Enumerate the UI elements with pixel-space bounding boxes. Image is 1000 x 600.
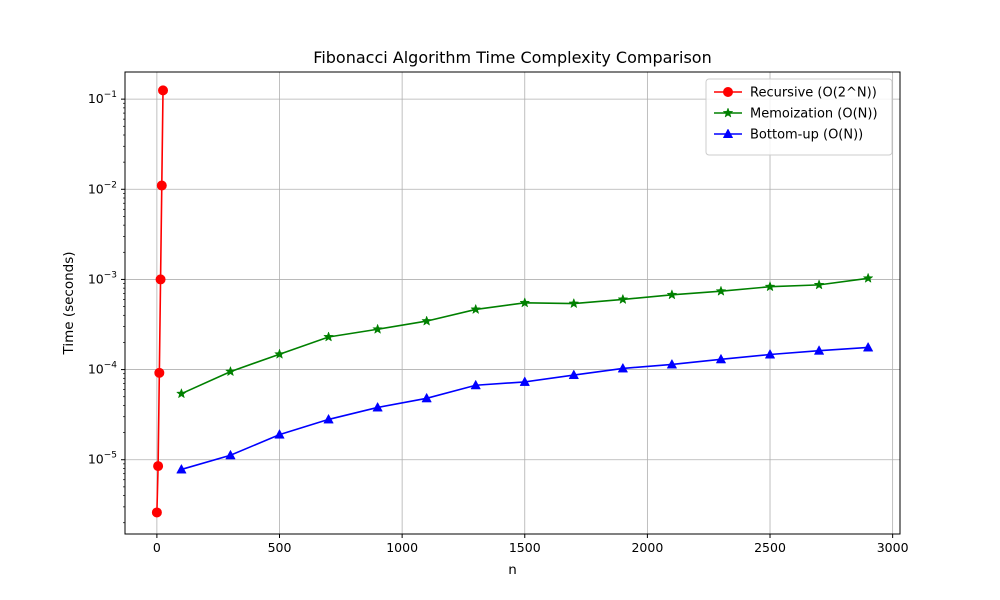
- data-point: [158, 85, 169, 96]
- legend-label: Bottom-up (O(N)): [750, 128, 863, 143]
- series-circle: [151, 85, 169, 518]
- data-point: [470, 303, 482, 315]
- data-point: [175, 387, 187, 399]
- data-point: [156, 180, 167, 191]
- data-point: [225, 449, 236, 460]
- data-point: [568, 297, 580, 309]
- data-point: [372, 323, 384, 334]
- data-point: [323, 331, 334, 342]
- legend-item: Recursive (O(2^N)): [714, 86, 877, 101]
- data-point: [666, 289, 678, 300]
- y-tick-label: 10−1: [88, 90, 117, 106]
- data-point: [154, 367, 165, 378]
- plot-frame: [124, 71, 901, 535]
- x-tick-label: 500: [268, 540, 292, 555]
- series-line: [156, 90, 164, 513]
- grid: [125, 72, 900, 534]
- data-point: [470, 379, 481, 390]
- x-tick-label: 2500: [754, 540, 786, 555]
- data-point: [666, 358, 678, 369]
- x-tick-label: 1500: [509, 540, 541, 555]
- legend-swatch-marker: [722, 128, 734, 138]
- y-tick-label: 10−3: [88, 270, 117, 286]
- y-tick-label: 10−4: [88, 361, 117, 377]
- data-point: [274, 348, 285, 359]
- x-tick-label: 3000: [877, 540, 909, 555]
- legend-swatch-marker: [723, 87, 733, 97]
- data-point: [764, 281, 776, 292]
- x-tick-label: 1000: [386, 540, 418, 555]
- data-point: [421, 392, 432, 403]
- y-tick-label: 10−2: [88, 180, 117, 196]
- data-point: [153, 461, 164, 472]
- data-point: [274, 429, 285, 439]
- data-point: [519, 297, 531, 308]
- series-layer: [151, 85, 874, 518]
- series-triangle: [176, 341, 874, 474]
- data-point: [715, 353, 727, 364]
- data-point: [225, 365, 236, 377]
- data-point: [862, 341, 874, 352]
- legend-swatch-marker: [722, 107, 734, 118]
- data-point: [617, 293, 629, 305]
- x-tick-label: 2000: [631, 540, 663, 555]
- x-axis-label: n: [508, 562, 517, 578]
- data-point: [372, 401, 383, 412]
- legend-item: Memoization (O(N)): [714, 107, 878, 122]
- data-point: [764, 348, 776, 359]
- legend-label: Memoization (O(N)): [750, 107, 878, 122]
- series-star: [175, 272, 874, 399]
- legend-item: Bottom-up (O(N)): [714, 128, 863, 143]
- data-point: [715, 285, 727, 296]
- data-point: [323, 413, 334, 424]
- data-point: [421, 315, 433, 326]
- data-point: [813, 279, 825, 290]
- x-tick-label: 0: [153, 540, 161, 555]
- data-point: [862, 272, 874, 283]
- data-point: [155, 274, 166, 285]
- axes-ticks: 0 500 1000 1500 2000 2500 3000 10−5 10−4 10−3 10−2…: [88, 90, 909, 555]
- data-point: [813, 345, 825, 355]
- chart-title: Fibonacci Algorithm Time Complexity Comp…: [313, 48, 711, 67]
- legend-box: [705, 78, 893, 156]
- data-point: [617, 362, 629, 373]
- data-point: [151, 507, 162, 518]
- y-tick-label: 10−5: [88, 451, 117, 467]
- legend-label: Recursive (O(2^N)): [750, 86, 877, 101]
- data-point: [176, 463, 187, 474]
- data-point: [519, 376, 530, 386]
- y-axis-label: Time (seconds): [61, 251, 77, 355]
- data-point: [568, 369, 579, 380]
- legend: Recursive (O(2^N)) Memoization (O(N)) Bott…: [705, 78, 893, 156]
